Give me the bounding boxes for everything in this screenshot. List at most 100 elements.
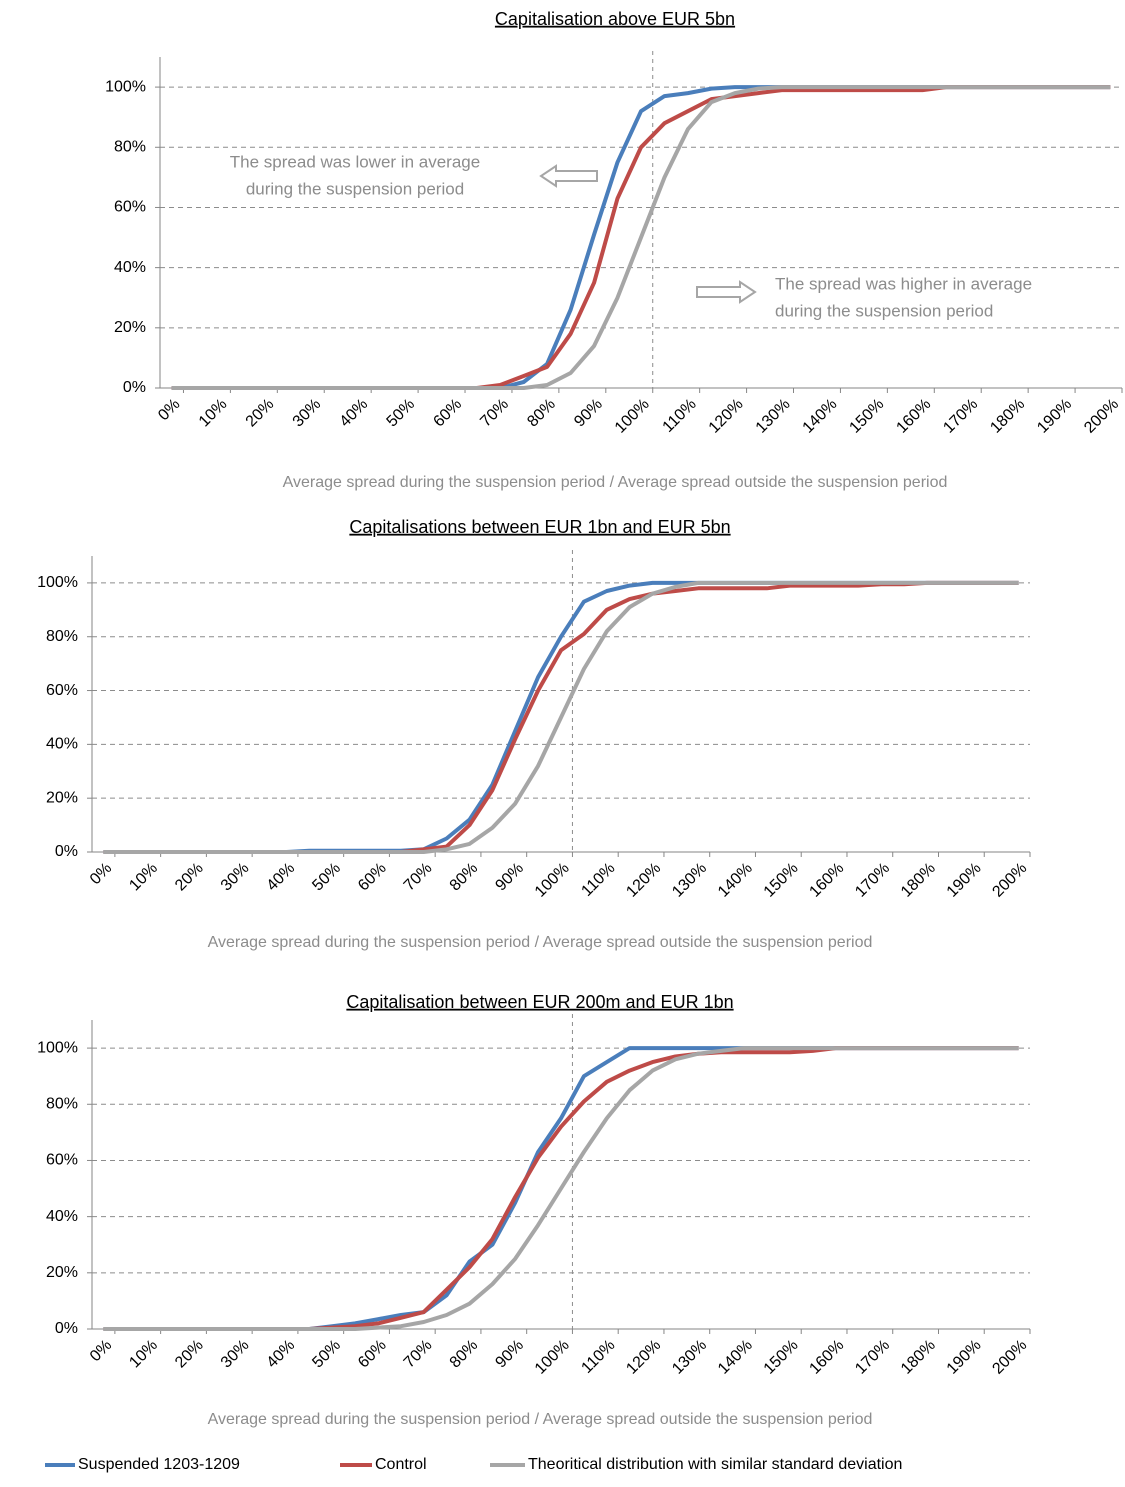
x-tick-label: 0% [87,860,115,888]
x-tick-label: 90% [571,396,606,431]
x-axis-title: Average spread during the suspension per… [208,934,873,951]
x-tick-label: 180% [987,396,1028,437]
x-tick-label: 40% [264,860,299,895]
y-tick-label: 80% [46,628,78,645]
x-tick-label: 40% [337,396,372,431]
annotation: The spread was lower in average [230,152,480,171]
right-arrow [696,280,757,304]
x-tick-label: 60% [355,1337,390,1372]
x-tick-label: 120% [623,860,664,901]
x-tick-label: 180% [898,860,939,901]
series-line [171,85,1111,390]
x-tick-label: 190% [1034,396,1075,437]
x-tick-label: 130% [669,1337,710,1378]
chart-title: Capitalisation between EUR 200m and EUR … [346,992,733,1012]
y-tick-label: 40% [46,736,78,753]
x-tick-label: 80% [447,1337,482,1372]
y-tick-label: 100% [37,574,78,591]
x-tick-label: 70% [477,396,512,431]
x-tick-label: 10% [126,860,161,895]
x-tick-label: 190% [944,1337,985,1378]
x-tick-label: 20% [243,396,278,431]
y-tick-label: 40% [114,259,146,276]
left-arrow [539,164,598,188]
y-tick-label: 20% [114,319,146,336]
x-tick-label: 40% [264,1337,299,1372]
x-tick-label: 170% [852,860,893,901]
y-tick-label: 100% [105,78,146,95]
y-tick-label: 0% [123,379,146,396]
arrows [539,164,757,304]
x-tick-label: 0% [87,1337,115,1365]
annotation: The spread was higher in average [775,274,1032,293]
x-tick-label: 200% [989,1337,1030,1378]
x-tick-label: 100% [532,860,573,901]
series-line [103,580,1019,854]
x-tick-label: 180% [898,1337,939,1378]
x-tick-label: 110% [578,1337,618,1377]
x-tick-label: 70% [401,860,436,895]
legend-label: Suspended 1203-1209 [78,1456,240,1473]
x-tick-label: 170% [852,1337,893,1378]
x-tick-label: 100% [612,396,653,437]
x-tick-label: 150% [761,1337,802,1378]
y-tick-label: 40% [46,1208,78,1225]
x-tick-label: 140% [715,860,756,901]
y-tick-label: 0% [55,1320,78,1337]
x-tick-label: 90% [492,1337,527,1372]
series-line [103,1046,1019,1331]
annotation: during the suspension period [775,301,993,320]
x-tick-label: 30% [218,860,253,895]
x-tick-label: 50% [309,860,344,895]
x-tick-label: 10% [196,396,231,431]
x-tick-label: 190% [944,860,985,901]
x-tick-label: 170% [940,396,981,437]
x-tick-label: 200% [989,860,1030,901]
x-tick-label: 150% [761,860,802,901]
x-tick-label: 30% [290,396,325,431]
x-tick-label: 120% [623,1337,664,1378]
x-tick-label: 130% [753,396,794,437]
y-tick-label: 60% [46,1152,78,1169]
legend-label: Theoritical distribution with similar st… [528,1456,902,1473]
x-tick-label: 0% [155,396,183,424]
x-tick-label: 80% [447,860,482,895]
x-tick-label: 140% [715,1337,756,1378]
y-tick-label: 60% [46,682,78,699]
x-tick-label: 160% [893,396,934,437]
legend-label: Control [375,1456,427,1473]
x-tick-label: 20% [172,1337,207,1372]
x-tick-label: 60% [355,860,390,895]
x-tick-label: 200% [1081,396,1122,437]
y-tick-label: 20% [46,789,78,806]
x-tick-label: 120% [706,396,747,437]
x-tick-label: 110% [578,860,618,900]
chart-title: Capitalisation above EUR 5bn [495,9,735,29]
y-tick-label: 100% [37,1039,78,1056]
x-tick-label: 110% [660,396,700,436]
x-tick-label: 100% [532,1337,573,1378]
chart-title: Capitalisations between EUR 1bn and EUR … [349,517,730,537]
x-tick-label: 80% [524,396,559,431]
y-tick-label: 20% [46,1264,78,1281]
x-tick-label: 160% [806,1337,847,1378]
x-tick-label: 30% [218,1337,253,1372]
x-tick-label: 90% [492,860,527,895]
annotation: during the suspension period [246,179,464,198]
x-tick-label: 130% [669,860,710,901]
y-tick-label: 60% [114,199,146,216]
x-tick-label: 60% [430,396,465,431]
x-tick-label: 50% [384,396,419,431]
y-tick-label: 0% [55,843,78,860]
x-tick-label: 160% [806,860,847,901]
x-tick-label: 140% [800,396,841,437]
x-axis-title: Average spread during the suspension per… [283,474,948,491]
y-tick-label: 80% [114,138,146,155]
x-tick-label: 70% [401,1337,436,1372]
y-tick-label: 80% [46,1095,78,1112]
x-tick-label: 20% [172,860,207,895]
x-tick-label: 10% [126,1337,161,1372]
x-tick-label: 50% [309,1337,344,1372]
x-axis-title: Average spread during the suspension per… [208,1411,873,1428]
